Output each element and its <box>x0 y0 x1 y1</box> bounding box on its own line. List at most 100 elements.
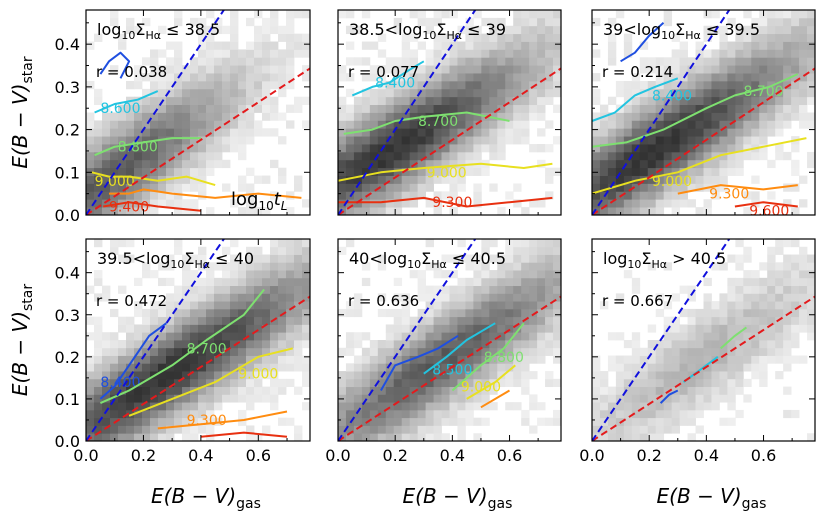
density-cell <box>703 347 712 356</box>
density-cell <box>759 151 768 161</box>
density-cell <box>262 49 271 58</box>
density-cell <box>230 49 239 58</box>
density-cell <box>537 199 546 208</box>
density-cell <box>230 270 239 279</box>
contour-line <box>720 326 747 350</box>
density-cell <box>655 363 665 372</box>
density-cell <box>513 73 522 82</box>
density-cell <box>615 120 625 129</box>
density-cell <box>521 409 530 419</box>
density-cell <box>238 285 247 294</box>
density-cell <box>294 433 303 441</box>
density-cell <box>639 159 649 169</box>
density-cell <box>615 371 625 380</box>
density-cell <box>735 33 744 42</box>
density-cell <box>457 409 466 419</box>
density-cell <box>270 355 279 364</box>
density-cell <box>791 57 800 66</box>
density-cell <box>118 144 127 153</box>
density-cell <box>353 175 363 184</box>
density-cell <box>631 80 641 90</box>
density-cell <box>473 73 482 82</box>
panel-frame <box>85 238 311 442</box>
density-cell <box>262 332 271 341</box>
density-cell <box>545 285 554 294</box>
density-cell <box>735 167 744 176</box>
density-cell <box>767 270 776 279</box>
density-cell <box>663 402 673 411</box>
density-cell <box>513 262 522 271</box>
density-cell <box>799 270 808 279</box>
density-cell <box>791 73 800 82</box>
density-cell <box>623 417 633 426</box>
density-cell <box>238 371 247 380</box>
density-cell <box>497 57 506 66</box>
density-cell <box>206 80 215 90</box>
density-cell <box>338 409 347 419</box>
density-cell <box>481 378 490 388</box>
density-cell <box>302 96 310 106</box>
density-cell <box>278 262 287 271</box>
density-cell <box>94 409 103 419</box>
density-cell <box>457 128 466 137</box>
density-cell <box>425 144 434 153</box>
density-cell <box>206 332 215 341</box>
density-cell <box>270 239 279 248</box>
density-cell <box>679 57 688 66</box>
density-cell <box>592 371 601 380</box>
density-cell <box>449 394 458 403</box>
density-cell <box>671 73 680 82</box>
density-cell <box>599 386 609 395</box>
density-cell <box>214 17 223 27</box>
density-cell <box>553 41 561 50</box>
density-cell <box>663 199 673 208</box>
density-cell <box>679 49 688 58</box>
density-cell <box>719 301 728 310</box>
density-cell <box>174 207 183 215</box>
panel-title-part: 39<log <box>603 20 661 39</box>
density-cell <box>537 33 546 42</box>
x-axis-label: E(B − V)gas <box>403 484 513 512</box>
density-cell <box>126 207 135 215</box>
density-cell <box>345 73 355 82</box>
density-cell <box>505 340 514 349</box>
density-cell <box>791 96 800 106</box>
density-cell <box>521 112 530 121</box>
y-tick-label: 0.0 <box>55 432 80 451</box>
density-cell <box>222 120 231 129</box>
density-cell <box>94 136 103 145</box>
density-cell <box>286 49 295 58</box>
density-cell <box>553 355 561 364</box>
density-cell <box>647 371 657 380</box>
density-cell <box>743 394 752 403</box>
density-cell <box>537 347 546 356</box>
density-cell <box>663 417 673 426</box>
density-cell <box>134 128 143 137</box>
density-cell <box>465 409 474 419</box>
density-cell <box>369 96 379 106</box>
density-cell <box>126 183 135 192</box>
density-cell <box>703 316 712 325</box>
density-cell <box>631 88 641 98</box>
density-cell <box>254 316 263 325</box>
density-cell <box>198 254 207 263</box>
density-cell <box>521 386 530 395</box>
density-cell <box>270 10 279 19</box>
density-cell <box>338 417 347 426</box>
density-cell <box>294 183 303 192</box>
density-cell <box>230 120 239 129</box>
density-cell <box>631 332 641 341</box>
density-cell <box>743 136 752 145</box>
density-cell <box>529 246 538 255</box>
density-cell <box>767 285 776 294</box>
density-cell <box>639 409 649 419</box>
density-cell <box>623 151 633 161</box>
density-cell <box>663 120 673 129</box>
density-cell <box>687 347 696 356</box>
density-cell <box>361 128 371 137</box>
density-cell <box>513 239 522 248</box>
density-cell <box>126 417 135 426</box>
density-cell <box>727 80 736 90</box>
